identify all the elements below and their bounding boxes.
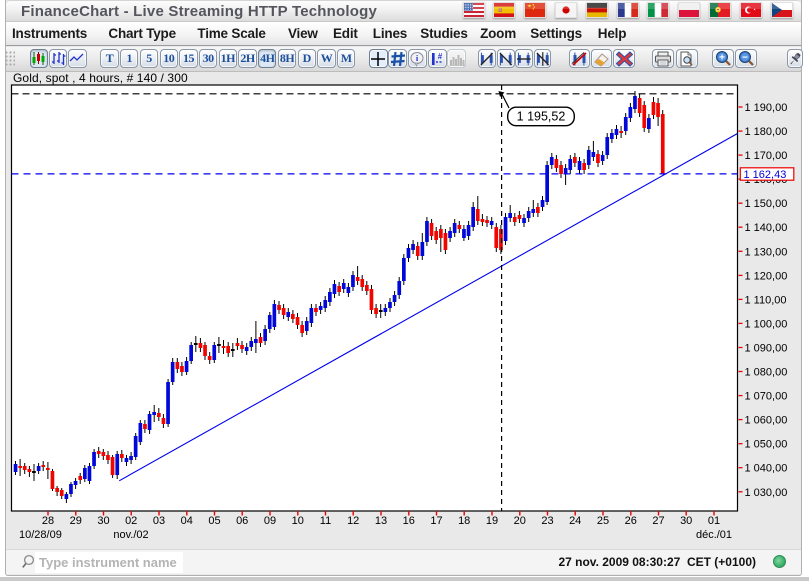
svg-text:#: # — [438, 52, 443, 61]
svg-text:16: 16 — [403, 515, 415, 527]
svg-text:12: 12 — [347, 515, 359, 527]
svg-text:1 060,00: 1 060,00 — [745, 415, 788, 427]
svg-text:20: 20 — [514, 515, 526, 527]
svg-text:−: − — [742, 52, 748, 63]
svg-text:+: + — [719, 52, 725, 63]
svg-text:09: 09 — [264, 515, 276, 527]
svg-text:1 120,00: 1 120,00 — [745, 270, 788, 282]
svg-text:1 070,00: 1 070,00 — [745, 391, 788, 403]
svg-text:1 180,00: 1 180,00 — [745, 126, 788, 138]
svg-text:17: 17 — [430, 515, 442, 527]
svg-text:27: 27 — [652, 515, 664, 527]
svg-text:25: 25 — [597, 515, 609, 527]
svg-text:02: 02 — [125, 515, 137, 527]
svg-text:10/28/09: 10/28/09 — [19, 529, 62, 541]
svg-text:29: 29 — [70, 515, 82, 527]
svg-text:1 040,00: 1 040,00 — [745, 463, 788, 475]
svg-text:1 080,00: 1 080,00 — [745, 367, 788, 379]
svg-text:10: 10 — [292, 515, 304, 527]
svg-text:1 195,52: 1 195,52 — [517, 110, 566, 124]
svg-text:13: 13 — [375, 515, 387, 527]
svg-text:1 100,00: 1 100,00 — [745, 318, 788, 330]
svg-text:1 110,00: 1 110,00 — [745, 294, 787, 306]
svg-text:30: 30 — [680, 515, 692, 527]
svg-text:04: 04 — [181, 515, 193, 527]
svg-text:01: 01 — [708, 515, 720, 527]
svg-text:1 030,00: 1 030,00 — [745, 487, 788, 499]
svg-text:23: 23 — [541, 515, 553, 527]
svg-text:05: 05 — [208, 515, 220, 527]
svg-text:28: 28 — [42, 515, 54, 527]
svg-text:1 090,00: 1 090,00 — [745, 343, 788, 355]
svg-text:1 150,00: 1 150,00 — [745, 198, 788, 210]
svg-text:24: 24 — [569, 515, 581, 527]
svg-text:i: i — [416, 53, 419, 63]
svg-text:1 140,00: 1 140,00 — [745, 222, 788, 234]
svg-text:06: 06 — [236, 515, 248, 527]
svg-text:nov./02: nov./02 — [113, 529, 148, 541]
svg-text:1 162,43: 1 162,43 — [744, 169, 787, 181]
svg-text:1 160,00: 1 160,00 — [745, 174, 788, 186]
svg-text:18: 18 — [458, 515, 470, 527]
svg-text:1 170,00: 1 170,00 — [745, 150, 788, 162]
svg-text:19: 19 — [486, 515, 498, 527]
svg-text:1 190,00: 1 190,00 — [745, 102, 788, 114]
svg-text:déc./01: déc./01 — [696, 529, 732, 541]
svg-text:30: 30 — [97, 515, 109, 527]
svg-text:03: 03 — [153, 515, 165, 527]
svg-text:11: 11 — [320, 515, 331, 527]
svg-text:1 130,00: 1 130,00 — [745, 246, 788, 258]
svg-text:26: 26 — [625, 515, 637, 527]
svg-text:1 050,00: 1 050,00 — [745, 439, 788, 451]
